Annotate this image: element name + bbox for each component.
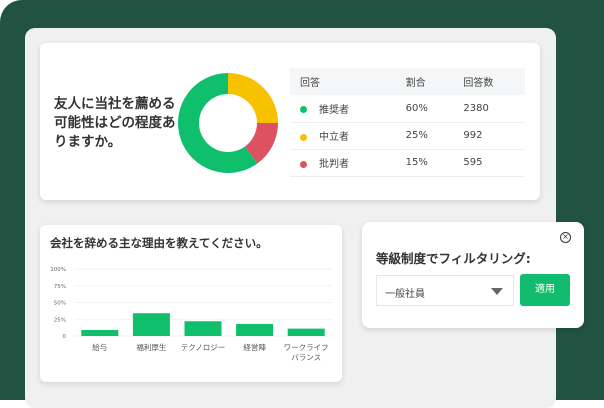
answer-label: 批判者 xyxy=(319,159,349,170)
bar-1 xyxy=(132,313,170,336)
nps-question: 友人に当社を薦める可能性はどの程度ありますか。 xyxy=(54,96,176,150)
count-cell: 2380 xyxy=(453,95,525,123)
donut-slice-1 xyxy=(228,73,278,123)
bar-4 xyxy=(287,328,325,336)
ratio-cell: 25% xyxy=(395,122,454,150)
nps-card: 友人に当社を薦める可能性はどの程度ありますか。 回答 割合 回答数 推奨者 60%… xyxy=(40,43,540,200)
legend-dot xyxy=(300,160,307,168)
legend-dot xyxy=(300,106,307,114)
x-tick-label: バランス xyxy=(291,353,321,362)
header-answer: 回答 xyxy=(290,68,396,95)
y-tick-label: 75% xyxy=(54,284,66,290)
answer-cell: 推奨者 xyxy=(290,95,396,123)
bar-2 xyxy=(184,321,222,336)
nps-donut-chart xyxy=(178,73,278,173)
y-tick-label: 100% xyxy=(50,267,66,273)
answer-label: 推奨者 xyxy=(319,104,349,116)
answer-cell: 批判者 xyxy=(290,149,396,177)
chart-title: 会社を辞める主な理由を教えてください。 xyxy=(50,236,268,250)
bar-3 xyxy=(236,323,274,336)
x-tick-label: 福利厚生 xyxy=(136,342,166,352)
grade-select-value: 一般社員 xyxy=(385,289,425,300)
y-tick-label: 50% xyxy=(54,301,66,307)
y-tick-label: 0 xyxy=(63,334,67,340)
table-row: 中立者 25% 992 xyxy=(290,122,525,150)
x-tick-label: ワークライフ xyxy=(284,343,329,352)
caret-down-icon xyxy=(491,288,503,295)
x-tick-label: 給与 xyxy=(92,342,107,352)
bar-0 xyxy=(81,329,119,336)
apply-button[interactable]: 適用 xyxy=(520,274,570,306)
header-ratio: 割合 xyxy=(395,68,454,95)
filter-popup: × 等級制度でフィルタリング: 一般社員 適用 xyxy=(362,222,584,328)
answer-cell: 中立者 xyxy=(290,122,396,150)
y-tick-label: 25% xyxy=(54,317,66,323)
header-count: 回答数 xyxy=(453,68,525,95)
filter-title: 等級制度でフィルタリング: xyxy=(376,251,531,266)
count-cell: 992 xyxy=(453,122,525,150)
reasons-card: 会社を辞める主な理由を教えてください。 0 25% 50% 75% 100% 給与 福利厚生… xyxy=(40,225,342,382)
ratio-cell: 15% xyxy=(395,149,454,177)
table-row: 批判者 15% 595 xyxy=(290,149,525,177)
nps-table: 回答 割合 回答数 推奨者 60% 2380 中立者 25% 992 批判者 15% 595 xyxy=(290,68,525,177)
x-tick-label: テクノロジー xyxy=(181,343,226,352)
count-cell: 595 xyxy=(453,149,525,177)
donut-slice-0 xyxy=(178,73,258,173)
grade-select[interactable]: 一般社員 xyxy=(376,275,514,306)
table-row: 推奨者 60% 2380 xyxy=(290,95,525,123)
donut-slice-2 xyxy=(245,123,278,164)
close-icon[interactable]: × xyxy=(560,232,571,243)
answer-label: 中立者 xyxy=(319,132,349,143)
x-tick-label: 経営陣 xyxy=(243,342,266,352)
legend-dot xyxy=(300,133,307,141)
ratio-cell: 60% xyxy=(395,95,454,123)
